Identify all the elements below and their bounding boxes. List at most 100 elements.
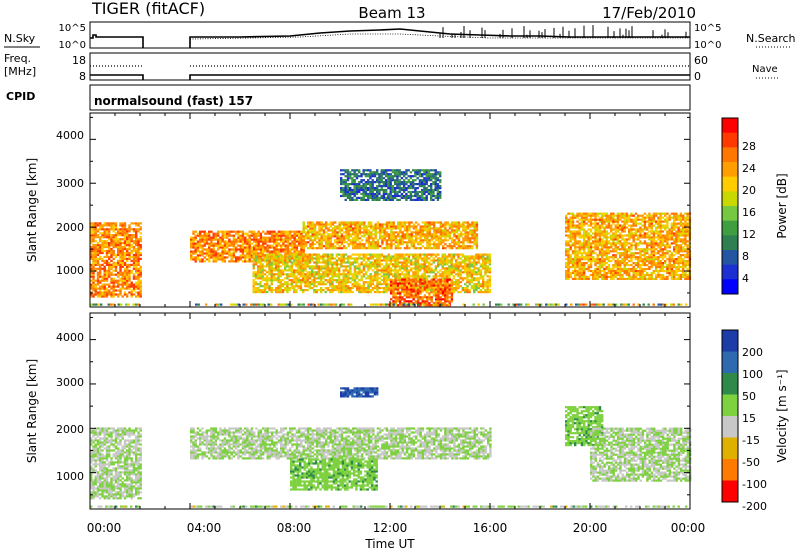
echo-cell — [460, 235, 462, 237]
echo-cell — [300, 231, 302, 233]
echo-cell — [460, 265, 462, 267]
echo-cell — [334, 263, 336, 265]
echo-cell — [603, 250, 605, 252]
echo-cell — [298, 255, 300, 257]
echo-cell — [464, 287, 466, 289]
echo-cell — [621, 217, 623, 219]
echo-cell — [128, 270, 130, 272]
echo-cell — [257, 289, 259, 291]
echo-cell — [277, 255, 279, 257]
echo-cell — [271, 237, 273, 239]
echo-cell — [217, 231, 219, 233]
echo-cell — [462, 279, 464, 281]
echo-cell — [334, 239, 336, 241]
echo-cell — [286, 257, 288, 259]
echo-cell — [359, 245, 361, 247]
echo-cell — [419, 279, 421, 281]
echo-cell — [413, 227, 415, 229]
echo-cell — [594, 215, 596, 217]
echo-cell — [122, 234, 124, 236]
echo-cell — [438, 237, 440, 239]
echo-cell — [122, 238, 124, 240]
echo-cell — [464, 291, 466, 293]
echo-cell — [370, 235, 372, 237]
echo-cell — [603, 274, 605, 276]
echo-cell — [442, 225, 444, 227]
echo-cell — [567, 228, 569, 230]
echo-cell — [343, 291, 345, 293]
echo-cell — [487, 257, 489, 259]
echo-cell — [381, 279, 383, 281]
echo-cell — [318, 259, 320, 261]
echo-cell — [262, 254, 264, 256]
echo-cell — [298, 245, 300, 247]
echo-cell — [217, 258, 219, 260]
echo-cell — [325, 263, 327, 265]
echo-cell — [99, 295, 101, 297]
echo-cell — [442, 254, 444, 256]
echo-cell — [439, 275, 441, 277]
echo-cell — [137, 252, 139, 254]
echo-cell — [113, 278, 115, 280]
echo-cell — [228, 248, 230, 250]
echo-cell — [271, 271, 273, 273]
echo-cell — [581, 246, 583, 248]
echo-cell — [619, 278, 621, 280]
echo-cell — [210, 239, 212, 241]
echo-cell — [363, 243, 365, 245]
echo-cell — [606, 262, 608, 264]
echo-cell — [110, 295, 112, 297]
echo-cell — [352, 227, 354, 229]
echo-cell — [612, 274, 614, 276]
echo-cell — [135, 232, 137, 234]
echo-cell — [97, 230, 99, 232]
echo-cell — [576, 274, 578, 276]
echo-cell — [361, 221, 363, 223]
echo-cell — [487, 279, 489, 281]
echo-cell — [379, 269, 381, 271]
echo-cell — [410, 267, 412, 269]
echo-cell — [99, 256, 101, 258]
echo-cell — [336, 237, 338, 239]
echo-cell — [242, 245, 244, 247]
echo-cell — [484, 263, 486, 265]
echo-cell — [381, 283, 383, 285]
echo-cell — [572, 250, 574, 252]
echo-cell — [572, 252, 574, 254]
echo-cell — [253, 263, 255, 265]
echo-cell — [473, 269, 475, 271]
echo-cell — [106, 280, 108, 282]
echo-cell — [128, 228, 130, 230]
echo-cell — [97, 250, 99, 252]
echo-cell — [464, 271, 466, 273]
echo-cell — [592, 260, 594, 262]
echo-cell — [583, 221, 585, 223]
echo-cell — [119, 240, 121, 242]
echo-cell — [619, 236, 621, 238]
echo-cell — [354, 273, 356, 275]
echo-cell — [464, 265, 466, 267]
echo-cell — [376, 267, 378, 269]
echo-cell — [117, 248, 119, 250]
echo-cell — [608, 252, 610, 254]
echo-cell — [471, 247, 473, 249]
echo-cell — [386, 223, 388, 225]
echo-cell — [269, 245, 271, 247]
echo-cell — [397, 271, 399, 273]
echo-cell — [307, 281, 309, 283]
echo-cell — [621, 244, 623, 246]
echo-cell — [201, 254, 203, 256]
echo-cell — [621, 234, 623, 236]
echo-cell — [356, 289, 358, 291]
echo-cell — [592, 227, 594, 229]
echo-cell — [570, 266, 572, 268]
echo-cell — [277, 277, 279, 279]
echo-cell — [457, 267, 459, 269]
echo-cell — [612, 223, 614, 225]
echo-cell — [435, 300, 437, 302]
echo-cell — [358, 271, 360, 273]
echo-cell — [298, 233, 300, 235]
echo-cell — [572, 213, 574, 215]
echo-cell — [257, 255, 259, 257]
echo-cell — [438, 231, 440, 233]
